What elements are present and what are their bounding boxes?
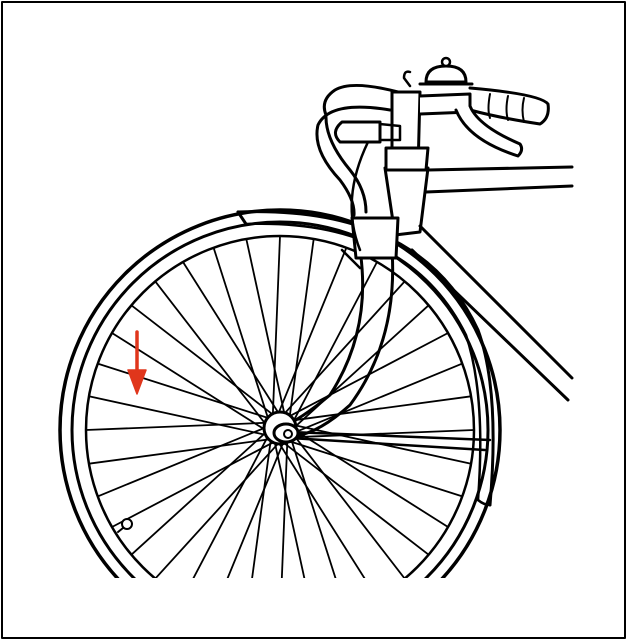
spoke <box>290 438 337 578</box>
fork-blade-right <box>294 248 395 438</box>
brake-cable <box>350 140 370 252</box>
spoke <box>288 440 463 498</box>
spoke <box>182 261 282 417</box>
spoke <box>276 247 348 417</box>
spoke <box>291 261 378 424</box>
bell-icon <box>402 56 474 88</box>
handlebar-bar-right <box>418 92 472 116</box>
down-tube-lower <box>410 248 570 402</box>
spoke <box>245 238 286 418</box>
spoke <box>85 421 269 431</box>
mudguard-inner <box>244 222 482 502</box>
mudguard-stay-upper <box>288 430 492 442</box>
spoke <box>212 247 270 422</box>
spoke <box>280 441 289 578</box>
tyre-outer <box>58 208 502 578</box>
spoke <box>278 443 366 578</box>
spoke <box>293 362 463 434</box>
top-tube-upper <box>426 165 574 172</box>
spoke <box>292 433 406 578</box>
spoke <box>271 235 281 419</box>
spoke <box>88 395 268 436</box>
mudguard-outer <box>236 210 495 507</box>
spoke <box>274 442 306 578</box>
tyre-inner <box>70 220 490 578</box>
spoke <box>111 441 274 528</box>
spoke <box>192 436 269 578</box>
mudguard-tip <box>236 210 248 226</box>
mudguard-stay-lower <box>288 436 487 452</box>
spoke <box>97 426 267 498</box>
brake-lever-right <box>454 104 524 158</box>
spoke <box>154 443 279 578</box>
spoke <box>130 304 277 418</box>
spoke <box>226 443 284 578</box>
spoke <box>130 431 267 556</box>
down-tube-upper <box>418 224 574 380</box>
spoke <box>293 428 449 528</box>
spoke <box>154 280 268 427</box>
headset-nut <box>384 146 430 172</box>
handlebar-drop-left <box>315 105 392 217</box>
brake-lever-left <box>334 120 382 144</box>
spoke <box>281 280 406 417</box>
valve <box>117 518 133 533</box>
top-tube-lower <box>424 184 574 194</box>
handlebar-grip-right <box>468 86 550 126</box>
fork-crown <box>350 216 400 260</box>
spoke <box>97 362 272 420</box>
spoke <box>88 438 270 465</box>
spoke <box>293 304 430 429</box>
spoke <box>251 440 272 578</box>
arrow-down-icon <box>127 330 147 395</box>
fork-blade-left <box>278 248 365 430</box>
spoke <box>290 395 472 422</box>
spoke <box>283 442 430 556</box>
spoke <box>291 429 475 439</box>
front-hub <box>262 410 300 446</box>
spoke <box>288 238 315 420</box>
handlebar-top <box>322 83 400 117</box>
